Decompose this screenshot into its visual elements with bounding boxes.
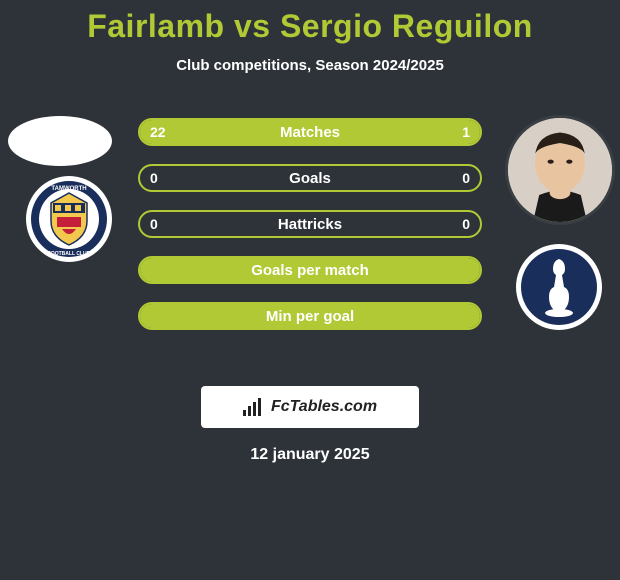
club-left-badge: TAMWORTH FOOTBALL CLUB <box>26 176 112 262</box>
subtitle: Club competitions, Season 2024/2025 <box>0 57 620 74</box>
stat-bar-hattricks: 0 Hattricks 0 <box>138 210 482 238</box>
stat-bar-matches: 22 Matches 1 <box>138 118 482 146</box>
stat-bar-goals: 0 Goals 0 <box>138 164 482 192</box>
stat-value-left: 0 <box>150 216 158 232</box>
stat-value-right: 0 <box>462 170 470 186</box>
svg-text:FOOTBALL CLUB: FOOTBALL CLUB <box>48 251 91 257</box>
stat-label: Goals per match <box>251 262 369 279</box>
tamworth-badge-icon: TAMWORTH FOOTBALL CLUB <box>29 179 109 259</box>
stat-label: Matches <box>280 124 340 141</box>
footer-date: 12 january 2025 <box>0 446 620 464</box>
stat-label: Goals <box>289 170 331 187</box>
page-title: Fairlamb vs Sergio Reguilon <box>0 0 620 45</box>
comparison-content: TAMWORTH FOOTBALL CLUB 22 Matches 1 0 Go… <box>0 104 620 384</box>
player-right-avatar <box>508 118 612 222</box>
club-right-badge <box>516 244 602 330</box>
brand-box: FcTables.com <box>201 386 419 428</box>
stat-label: Hattricks <box>278 216 342 233</box>
stat-label: Min per goal <box>266 308 354 325</box>
tottenham-badge-icon <box>519 247 599 327</box>
stat-value-left: 0 <box>150 170 158 186</box>
stat-value-right: 0 <box>462 216 470 232</box>
stat-bar-goals-per-match: Goals per match <box>138 256 482 284</box>
player-left-avatar <box>8 116 112 166</box>
stat-bar-min-per-goal: Min per goal <box>138 302 482 330</box>
brand-text: FcTables.com <box>271 398 377 416</box>
chart-icon <box>243 398 265 416</box>
player-right-face-icon <box>508 118 612 222</box>
svg-text:TAMWORTH: TAMWORTH <box>51 186 86 192</box>
stat-bars: 22 Matches 1 0 Goals 0 0 Hattricks 0 Goa… <box>138 118 482 348</box>
stat-value-right: 1 <box>462 124 470 140</box>
stat-value-left: 22 <box>150 124 166 140</box>
